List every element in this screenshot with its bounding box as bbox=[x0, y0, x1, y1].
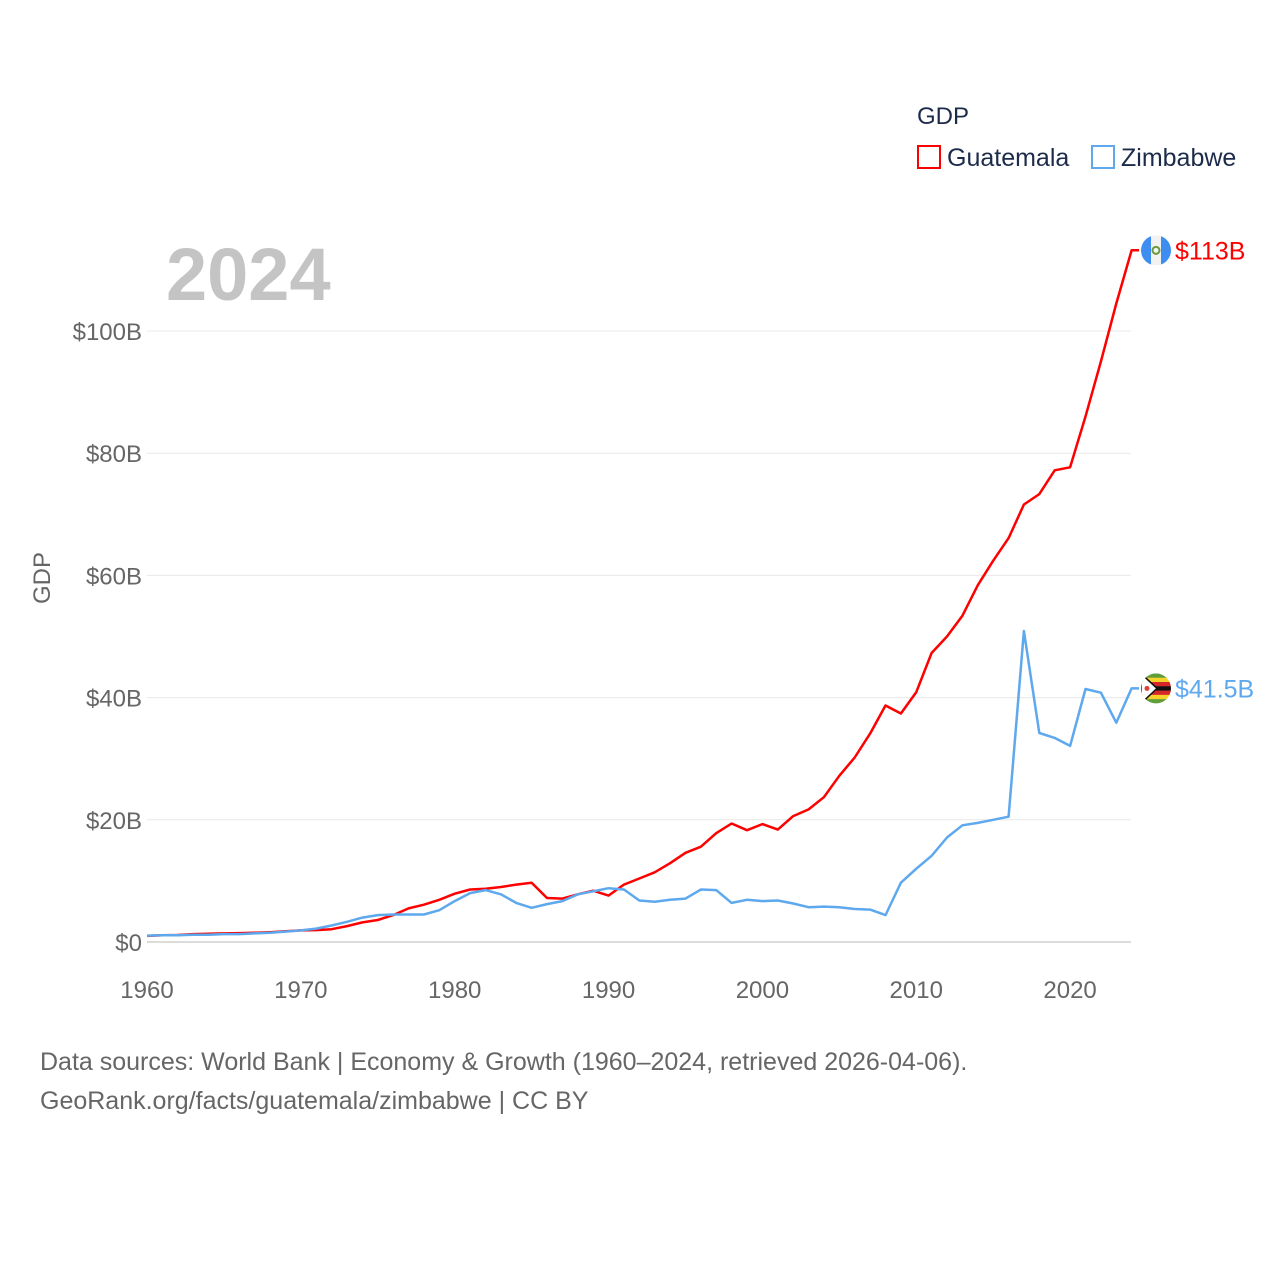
series-line-zimbabwe bbox=[146, 629, 1139, 937]
x-tick-label: 2020 bbox=[1043, 977, 1096, 1004]
zimbabwe-flag-icon bbox=[1141, 673, 1171, 704]
flag-stripe bbox=[1141, 694, 1171, 700]
series-line-guatemala bbox=[146, 249, 1139, 938]
x-tick-label: 1970 bbox=[274, 977, 327, 1004]
x-tick-label: 1960 bbox=[120, 977, 173, 1004]
legend-label-guatemala[interactable]: Guatemala bbox=[947, 144, 1069, 172]
end-value-label-zimbabwe: $41.5B bbox=[1175, 675, 1254, 703]
y-tick-label: $20B bbox=[86, 808, 142, 835]
flag-star bbox=[1144, 685, 1150, 691]
y-tick-label: $100B bbox=[73, 319, 142, 346]
footer: Data sources: World Bank | Economy & Gro… bbox=[40, 1043, 967, 1121]
x-tick-label: 2010 bbox=[890, 977, 943, 1004]
flag-body bbox=[1141, 673, 1171, 704]
legend-title: GDP bbox=[917, 103, 969, 130]
y-axis-label: GDP bbox=[29, 552, 56, 604]
flag-stripe bbox=[1141, 673, 1171, 679]
data-source-text: Data sources: World Bank | Economy & Gro… bbox=[40, 1048, 968, 1076]
legend-swatch-guatemala[interactable] bbox=[917, 145, 941, 169]
series-lines: $113B $41.5B bbox=[146, 235, 1254, 938]
y-tick-label: $40B bbox=[86, 686, 142, 713]
legend-label-zimbabwe[interactable]: Zimbabwe bbox=[1121, 144, 1236, 172]
x-tick-label: 2000 bbox=[736, 977, 789, 1004]
legend-swatch-zimbabwe[interactable] bbox=[1091, 145, 1115, 169]
guatemala-flag-icon bbox=[1141, 235, 1171, 266]
x-tick-label: 1990 bbox=[582, 977, 635, 1004]
y-tick-label: $0 bbox=[115, 930, 142, 957]
attribution-text: GeoRank.org/facts/guatemala/zimbabwe | C… bbox=[40, 1087, 589, 1115]
grid-lines bbox=[147, 330, 1131, 943]
y-tick-label: $80B bbox=[86, 441, 142, 468]
flag-stripe bbox=[1141, 690, 1171, 696]
flag-stripe bbox=[1141, 677, 1171, 683]
x-tick-label: 1980 bbox=[428, 977, 481, 1004]
y-tick-label: $60B bbox=[86, 563, 142, 590]
flag-stripe bbox=[1141, 699, 1171, 704]
legend: GDP Guatemala Zimbabwe bbox=[917, 103, 1236, 172]
x-axis-ticks: 1960 1970 1980 1990 2000 2010 2020 bbox=[120, 977, 1096, 1004]
flag-body bbox=[1141, 235, 1171, 266]
end-value-label-guatemala: $113B bbox=[1175, 237, 1245, 265]
flag-blue-left bbox=[1141, 235, 1151, 266]
flag-blue-right bbox=[1161, 235, 1171, 266]
flag-emblem bbox=[1151, 245, 1161, 255]
year-title: 2024 bbox=[166, 233, 331, 316]
y-axis-ticks: $0 $20B $40B $60B $80B $100B bbox=[73, 319, 142, 957]
flag-stripe bbox=[1141, 682, 1171, 687]
